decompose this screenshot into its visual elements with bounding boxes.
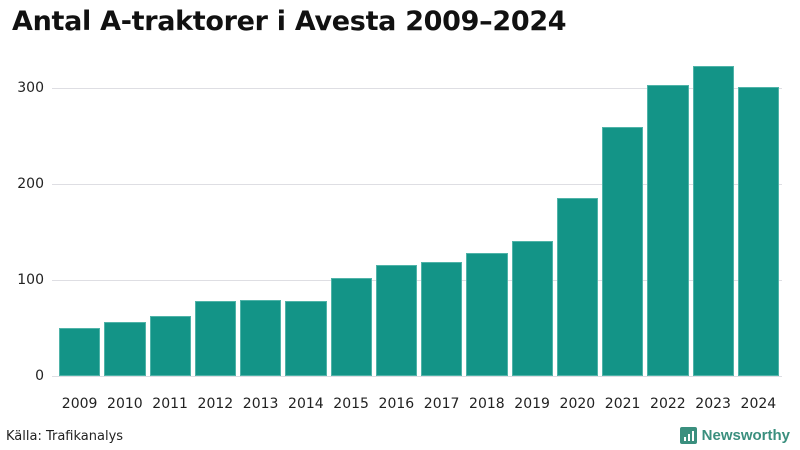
bar-2023[interactable] bbox=[692, 65, 734, 376]
x-axis-tick-label: 2017 bbox=[423, 396, 460, 412]
x-axis-tick-label: 2018 bbox=[469, 396, 505, 412]
y-axis-tick-label: 0 bbox=[35, 368, 44, 384]
x-axis-tick-label: 2010 bbox=[107, 396, 143, 412]
bar-2009[interactable] bbox=[59, 328, 101, 376]
bar-2019[interactable] bbox=[511, 240, 553, 376]
bar-2013[interactable] bbox=[240, 300, 282, 376]
bar-2012[interactable] bbox=[194, 301, 236, 376]
gridline bbox=[52, 88, 782, 89]
x-axis-tick-label: 2024 bbox=[740, 396, 777, 412]
x-axis-tick-label: 2014 bbox=[288, 396, 324, 412]
x-axis-tick-label: 2011 bbox=[152, 396, 188, 412]
gridline bbox=[52, 184, 782, 185]
chart-title: Antal A-traktorer i Avesta 2009–2024 bbox=[12, 6, 567, 37]
x-axis-tick-label: 2015 bbox=[333, 396, 369, 412]
bar-chart-logo-icon bbox=[679, 427, 697, 444]
bar-2010[interactable] bbox=[104, 322, 146, 376]
bar-2018[interactable] bbox=[466, 253, 508, 376]
y-axis-tick-label: 200 bbox=[17, 176, 44, 192]
x-axis-tick-label: 2013 bbox=[242, 396, 279, 412]
x-axis-tick-label: 2019 bbox=[514, 396, 550, 412]
x-axis-tick-label: 2016 bbox=[378, 396, 415, 412]
x-axis-tick-label: 2012 bbox=[197, 396, 234, 412]
x-axis-tick-label: 2021 bbox=[604, 396, 641, 412]
bar-2021[interactable] bbox=[602, 127, 644, 376]
x-axis-tick-label: 2022 bbox=[650, 396, 686, 412]
bar-2015[interactable] bbox=[330, 278, 372, 376]
bar-2017[interactable] bbox=[421, 261, 463, 376]
x-axis-tick-label: 2020 bbox=[559, 396, 596, 412]
bar-2020[interactable] bbox=[556, 198, 598, 376]
newsworthy-logo: Newsworthy bbox=[679, 427, 790, 444]
bar-2016[interactable] bbox=[375, 264, 417, 376]
bar-2014[interactable] bbox=[285, 301, 327, 376]
gridline bbox=[52, 376, 782, 377]
y-axis-tick-label: 300 bbox=[17, 80, 44, 96]
bar-2011[interactable] bbox=[149, 315, 191, 376]
x-axis-tick-label: 2009 bbox=[61, 396, 98, 412]
bar-2024[interactable] bbox=[737, 87, 779, 376]
source-label: Källa: Trafikanalys bbox=[6, 429, 124, 444]
y-axis-tick-label: 100 bbox=[17, 272, 44, 288]
bar-2022[interactable] bbox=[647, 85, 689, 376]
x-axis-tick-label: 2023 bbox=[695, 396, 731, 412]
gridline bbox=[52, 280, 782, 281]
brand-name: Newsworthy bbox=[701, 427, 790, 444]
